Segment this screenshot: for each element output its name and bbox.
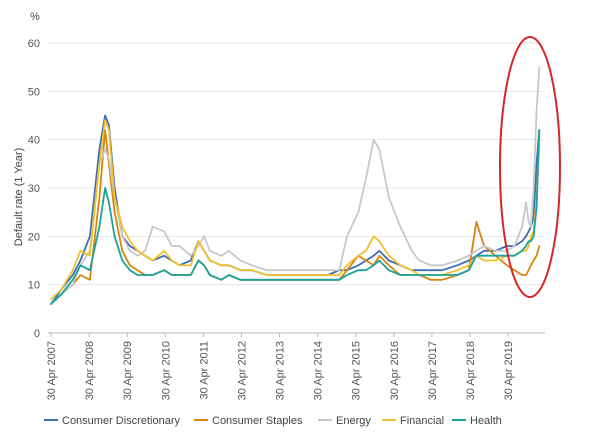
- series-lines: [50, 66, 541, 305]
- legend-label-health: Health: [470, 415, 502, 427]
- legend-label-consumer-staples: Consumer Staples: [212, 415, 303, 427]
- y-tick-label-0: 0: [34, 328, 40, 340]
- series-line-energy: [50, 66, 541, 305]
- series-line-financial: [50, 119, 541, 301]
- x-axis-ticks: 30 Apr 2007 30 Apr 2008 30 Apr 2009 30 Apr …: [46, 333, 515, 400]
- x-tick-label: 30 Apr 2016: [389, 341, 401, 400]
- x-tick-label: 30 Apr 2019: [503, 341, 515, 400]
- x-tick-label: 30 Apr 2012: [236, 341, 248, 400]
- x-tick-label: 30 Apr 2015: [351, 341, 363, 400]
- x-tick-label: 30 Apr 2008: [84, 341, 96, 400]
- highlight-ellipse: [499, 36, 561, 298]
- legend: Consumer Discretionary Consumer Staples En…: [44, 415, 502, 427]
- legend-label-energy: Energy: [336, 415, 371, 427]
- y-tick-label-50: 50: [28, 86, 40, 98]
- y-tick-label-10: 10: [28, 280, 40, 292]
- y-axis-ticks: 0 10 20 30 40 50 60: [28, 38, 40, 340]
- x-tick-label: 30 Apr 2017: [427, 341, 439, 400]
- series-line-health: [50, 129, 541, 305]
- x-tick-label: 30 Apr 2018: [465, 341, 477, 400]
- x-tick-label: 30 Apr 2014: [313, 341, 325, 400]
- legend-label-financial: Financial: [400, 415, 444, 427]
- x-tick-label: 30 Apr 2011: [198, 341, 210, 400]
- x-tick-label: 30 Apr 2010: [160, 341, 172, 400]
- y-tick-label-40: 40: [28, 135, 40, 147]
- gridlines: [48, 42, 545, 334]
- legend-label-consumer-discretionary: Consumer Discretionary: [62, 415, 180, 427]
- y-axis-title: Default rate (1 Year): [13, 148, 25, 246]
- x-tick-label: 30 Apr 2007: [46, 341, 58, 400]
- y-tick-label-60: 60: [28, 38, 40, 50]
- y-tick-label-20: 20: [28, 231, 40, 243]
- y-tick-label-30: 30: [28, 183, 40, 195]
- y-unit-label: %: [30, 11, 40, 23]
- x-tick-label: 30 Apr 2009: [122, 341, 134, 400]
- series-line-consumer-staples: [50, 129, 541, 305]
- x-tick-label: 30 Apr 2013: [275, 341, 287, 400]
